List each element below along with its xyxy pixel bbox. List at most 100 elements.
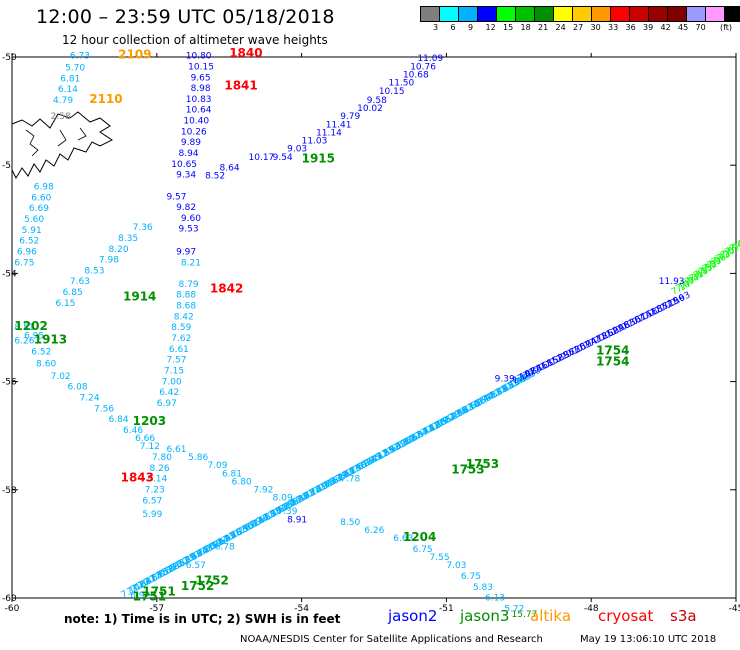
- pass-time-label: 1751: [133, 590, 166, 604]
- lat-tick-label: -60: [2, 594, 17, 604]
- footer-credit: NOAA/NESDIS Center for Satellite Applica…: [240, 634, 543, 645]
- pass-time-label: 1202: [14, 319, 47, 333]
- wave-height-label: 9.89: [181, 138, 201, 148]
- wave-height-label: 10.02: [357, 104, 383, 114]
- color-scale-tick-label: 12: [485, 23, 496, 32]
- wave-height-label: 8.50: [340, 518, 360, 528]
- color-scale-bar: [420, 6, 740, 22]
- pass-time-label: 1752: [181, 579, 214, 593]
- color-scale-tick-label: 6: [450, 23, 456, 32]
- wave-height-label: 9.53: [179, 225, 199, 235]
- wave-height-label: 9.39: [495, 375, 515, 385]
- pass-time-label: 2109: [118, 48, 151, 62]
- lon-tick-label: -48: [584, 604, 599, 614]
- wave-height-label: 11.14: [316, 128, 342, 138]
- wave-height-label: 8.94: [179, 149, 199, 159]
- wave-height-label: 6.63: [393, 534, 413, 544]
- pass-time-label: 1752: [195, 573, 228, 587]
- wave-height-label: 10.76: [410, 62, 436, 72]
- wave-height-label: 8.26: [150, 464, 170, 474]
- wave-height-label: 8.91: [287, 515, 307, 525]
- wave-height-label: 10.83: [186, 95, 212, 105]
- wave-height-label: 8.09: [273, 494, 293, 504]
- pass-time-label: 2110: [89, 92, 122, 106]
- wave-height-label: 7.09: [207, 461, 227, 471]
- wave-height-label: 6.96: [17, 247, 37, 257]
- wave-height-label: 8.88: [176, 291, 196, 301]
- wave-height-label: 7.92: [253, 486, 273, 496]
- wave-height-label: 9.82: [176, 203, 196, 213]
- wave-height-label: 5.91: [22, 226, 42, 236]
- wave-height-label: 6.95: [24, 331, 44, 341]
- wave-height-label: 7.24: [80, 394, 100, 404]
- wave-height-label: 6.80: [232, 477, 252, 487]
- color-scale-tick-label: 15: [503, 23, 514, 32]
- wave-height-label: 9.54: [273, 153, 293, 163]
- wave-height-label: 15.77: [512, 610, 538, 620]
- wave-height-label: 6.92: [130, 591, 150, 601]
- pass-time-label: 1753: [466, 457, 499, 471]
- wave-height-label: 7.15: [164, 366, 184, 376]
- wave-height-label: 9.60: [181, 214, 201, 224]
- wave-height-label: 6.78: [215, 542, 235, 552]
- wave-height-label: 10.15: [379, 87, 405, 97]
- wave-height-label: 7.78: [340, 475, 360, 485]
- wave-height-label: 9.03: [287, 145, 307, 155]
- wave-height-label: 6.13: [485, 594, 505, 604]
- note-text: note: 1) Time is in UTC; 2) SWH is in fe…: [64, 612, 341, 626]
- wave-height-label: 7.55: [430, 553, 450, 563]
- wave-height-label: 6.52: [19, 237, 39, 247]
- wave-height-label: 6.08: [68, 383, 88, 393]
- wave-height-label: 8.53: [84, 266, 104, 276]
- map-frame: [11, 56, 737, 599]
- pass-time-label: 1842: [210, 281, 243, 295]
- wave-height-label: 6.69: [29, 204, 49, 214]
- color-scale-tick-label: 36: [625, 23, 636, 32]
- wave-height-label: 5.99: [142, 510, 162, 520]
- pass-time-label: 1843: [121, 471, 154, 485]
- wave-height-label: 7.39: [277, 507, 297, 517]
- wave-height-label: 9.97: [176, 247, 196, 257]
- lon-tick-label: -54: [294, 604, 309, 614]
- wave-height-label: 8.52: [205, 172, 225, 182]
- lon-tick-label: -45: [729, 604, 740, 614]
- wave-height-label: 6.60: [31, 193, 51, 203]
- color-scale-tick-label: 3: [433, 23, 439, 32]
- wave-height-label: 9.58: [367, 96, 387, 106]
- wave-height-label: 10.68: [403, 71, 429, 81]
- wave-height-label: 10.80: [186, 52, 212, 62]
- wave-height-label: 6.98: [34, 183, 54, 193]
- footer-timestamp: May 19 13:06:10 UTC 2018: [580, 634, 717, 645]
- color-swatch: [724, 6, 740, 22]
- lat-tick-label: -58: [2, 486, 17, 496]
- color-scale-tick-label: 30: [590, 23, 601, 32]
- wave-height-label: 6.61: [166, 445, 186, 455]
- lat-tick-label: -56: [2, 378, 17, 388]
- lon-tick-label: -60: [5, 604, 20, 614]
- wave-height-label: 7.56: [94, 404, 114, 414]
- pass-time-label: 1204: [403, 530, 436, 544]
- wave-height-label: 5.83: [473, 583, 493, 593]
- wave-height-label: 8.60: [36, 359, 56, 369]
- lat-tick-label: -50: [2, 53, 17, 63]
- wave-height-label: 7.03: [446, 561, 466, 571]
- wave-height-label: 11.50: [388, 79, 414, 89]
- wave-height-label: 11.41: [326, 120, 352, 130]
- wave-height-label: 10.17: [249, 153, 275, 163]
- wave-height-label: 6.46: [123, 426, 143, 436]
- color-scale-tick-label: 70: [695, 23, 706, 32]
- wave-height-label: 11.93: [659, 277, 685, 287]
- pass-time-label: 1751: [142, 584, 175, 598]
- color-scale-tick-label: 33: [608, 23, 619, 32]
- legend-item-altika: altika: [530, 607, 572, 625]
- lon-tick-label: -51: [439, 604, 454, 614]
- wave-height-label: 10.15: [188, 62, 214, 72]
- color-scale-tick-label: 18: [520, 23, 531, 32]
- pass-time-label: 1841: [224, 78, 257, 92]
- pass-time-label: 1753: [451, 463, 484, 477]
- wave-height-label: 6.57: [186, 561, 206, 571]
- wave-height-label: 8.21: [181, 258, 201, 268]
- lon-tick-label: -57: [149, 604, 164, 614]
- wave-height-label: 7.23: [145, 486, 165, 496]
